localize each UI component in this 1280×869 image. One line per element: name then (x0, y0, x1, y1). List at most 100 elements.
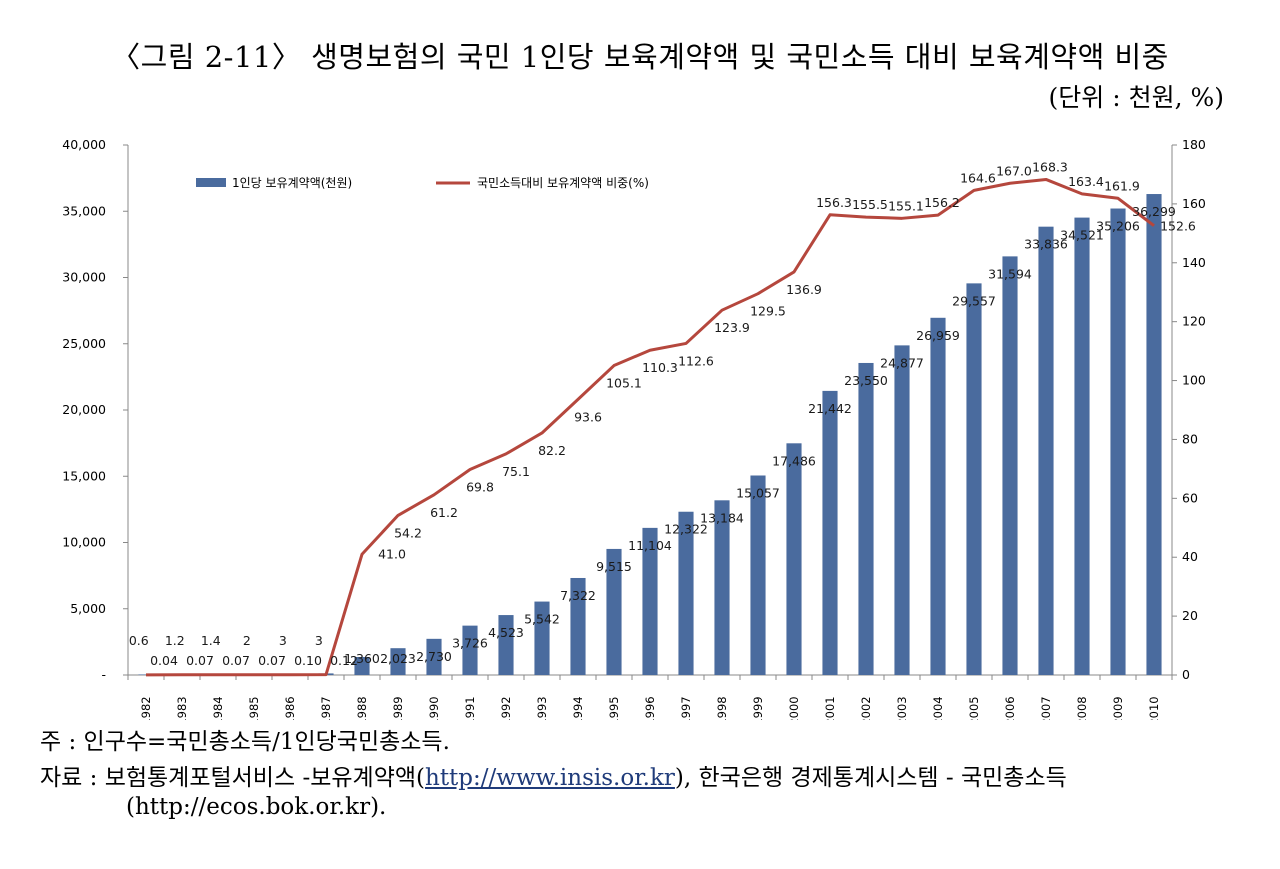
line-data-label: 152.6 (1160, 219, 1196, 234)
bar-data-label: 24,877 (880, 355, 924, 370)
line-data-labels: 0.6 1.2 1.4 2 3 3 41.0 54.2 61.2 69.8 75.1 82.2 93.6… (129, 159, 1196, 648)
line-data-label: 105.1 (606, 376, 642, 391)
line-path (145, 177, 1155, 677)
bar (858, 362, 874, 675)
bar-data-label: 17,486 (772, 453, 816, 468)
footnote-prefix: 주 : (40, 729, 84, 755)
bar-data-label: 9,515 (596, 559, 632, 574)
line-data-label: 156.2 (924, 195, 960, 210)
line-data-label: 2 (243, 633, 251, 648)
ecos-link-text: (http://ecos.bok.or.kr). (126, 794, 387, 820)
bar-data-label: 2,023 (380, 651, 416, 666)
legend-bar-label: 1인당 보유계약액(천원) (232, 175, 352, 190)
y-right-tick-label: 40 (1182, 549, 1198, 564)
line-data-label: 54.2 (394, 525, 422, 540)
x-tick-label: 1983 (175, 696, 189, 720)
bar-data-label: 33,836 (1024, 237, 1068, 252)
bar-series (138, 194, 1162, 675)
bar-data-label: 31,594 (988, 266, 1032, 281)
x-tick-label: 1984 (211, 696, 225, 720)
bar-data-label: 2,730 (416, 649, 452, 664)
line-data-label: 69.8 (466, 479, 494, 494)
x-tick-label: 2000 (787, 696, 801, 720)
bar-data-label: 0.04 (150, 653, 178, 668)
line-data-label: 167.0 (996, 163, 1032, 178)
bar-data-label: 13,184 (700, 510, 744, 525)
bar-data-label: 34,521 (1060, 228, 1104, 243)
bar-data-label: 0.12 (330, 653, 358, 668)
bar-data-label: 23,550 (844, 373, 888, 388)
bar-data-labels: 0.04 0.07 0.07 0.07 0.10 0.121,360 2,023 2,7303… (150, 204, 1176, 668)
bar (822, 390, 838, 675)
y-right-tick-label: 180 (1182, 137, 1206, 152)
bar-data-label: 0.07 (186, 653, 214, 668)
line-data-label: 61.2 (430, 505, 458, 520)
x-tick-label: 2004 (931, 696, 945, 720)
x-tick-label: 1982 (139, 696, 153, 720)
bar-data-label: 3,726 (452, 636, 488, 651)
bar-data-label: 0.10 (294, 653, 322, 668)
x-tick-label: 2008 (1075, 696, 1089, 720)
line-data-label: 164.6 (960, 170, 996, 185)
x-tick-label: 2005 (967, 696, 981, 720)
y-left-tick-label: 5,000 (70, 601, 106, 616)
footnote: 주 : 인구수=국민총소득/1인당국민총소득. (40, 722, 450, 756)
line-data-label: 155.1 (888, 198, 924, 213)
x-tick-label: 1992 (499, 696, 513, 720)
line-data-label: 161.9 (1104, 178, 1140, 193)
line-data-label: 123.9 (714, 320, 750, 335)
line-data-label: 168.3 (1032, 159, 1068, 174)
x-tick-label: 2010 (1147, 696, 1161, 720)
x-tick-label: 1999 (751, 696, 765, 720)
chart-title: 〈그림 2-11〉 생명보험의 국민 1인당 보육계약액 및 국민소득 대비 보… (111, 40, 1169, 74)
x-tick-label: 1996 (643, 696, 657, 720)
source-middle: ), 한국은행 경제통계시스템 - 국민총소득 (674, 765, 1067, 791)
bar-data-label: 26,959 (916, 328, 960, 343)
y-left-tick-label: 20,000 (62, 402, 106, 417)
bar-data-label: 29,557 (952, 293, 996, 308)
bar (750, 475, 766, 675)
bar-data-label: 11,104 (628, 538, 672, 553)
footnote-text: 인구수=국민총소득/1인당국민총소득. (83, 729, 450, 755)
bar-data-label: 15,057 (736, 485, 780, 500)
bar (1074, 217, 1090, 675)
bar (894, 345, 910, 675)
y-left-tick-label: 15,000 (62, 468, 106, 483)
bar-data-label: 0.07 (258, 653, 286, 668)
line-data-label: 0.6 (129, 633, 149, 648)
unit-label: (단위 : 천원, %) (1048, 83, 1224, 112)
y-right-tick-label: 140 (1182, 255, 1206, 270)
legend-line-label: 국민소득대비 보유계약액 비중(%) (477, 175, 649, 190)
bar (498, 615, 514, 675)
bar-data-label: 1,360 (344, 651, 380, 666)
bar (606, 548, 622, 675)
source-prefix: 자료 : 보험통계포털서비스 -보유계약액( (40, 765, 425, 791)
line-data-label: 129.5 (750, 304, 786, 319)
x-tick-label: 1995 (607, 696, 621, 720)
x-tick-label: 1986 (283, 696, 297, 720)
line-data-label: 3 (279, 633, 287, 648)
bar (390, 648, 406, 675)
bar (1038, 226, 1054, 675)
x-tick-label: 1994 (571, 696, 585, 720)
line-series (145, 177, 1155, 677)
y-left-tick-label: 35,000 (62, 203, 106, 218)
line-data-label: 82.2 (538, 443, 566, 458)
y-right-tick-label: 100 (1182, 373, 1206, 388)
bar (354, 656, 370, 675)
combo-chart: - 5,000 10,000 15,000 20,000 25,000 30,000 35,0… (62, 137, 1206, 720)
x-tick-label: 2006 (1003, 696, 1017, 720)
bar-data-label: 5,542 (524, 612, 560, 627)
y-left-tick-label: 30,000 (62, 270, 106, 285)
bar (1002, 256, 1018, 675)
bar (1146, 194, 1162, 675)
x-tick-label: 2003 (895, 696, 909, 720)
x-tick-label: 2001 (823, 696, 837, 720)
chart-legend: 1인당 보유계약액(천원) 국민소득대비 보유계약액 비중(%) (196, 175, 649, 190)
x-tick-label: 1985 (247, 696, 261, 720)
line-data-label: 93.6 (574, 409, 602, 424)
y-left-tick-label: 25,000 (62, 336, 106, 351)
source-line-2: (http://ecos.bok.or.kr). (126, 794, 386, 820)
insis-link[interactable]: http://www.insis.or.kr (425, 765, 675, 791)
y-right-tick-label: 160 (1182, 196, 1206, 211)
